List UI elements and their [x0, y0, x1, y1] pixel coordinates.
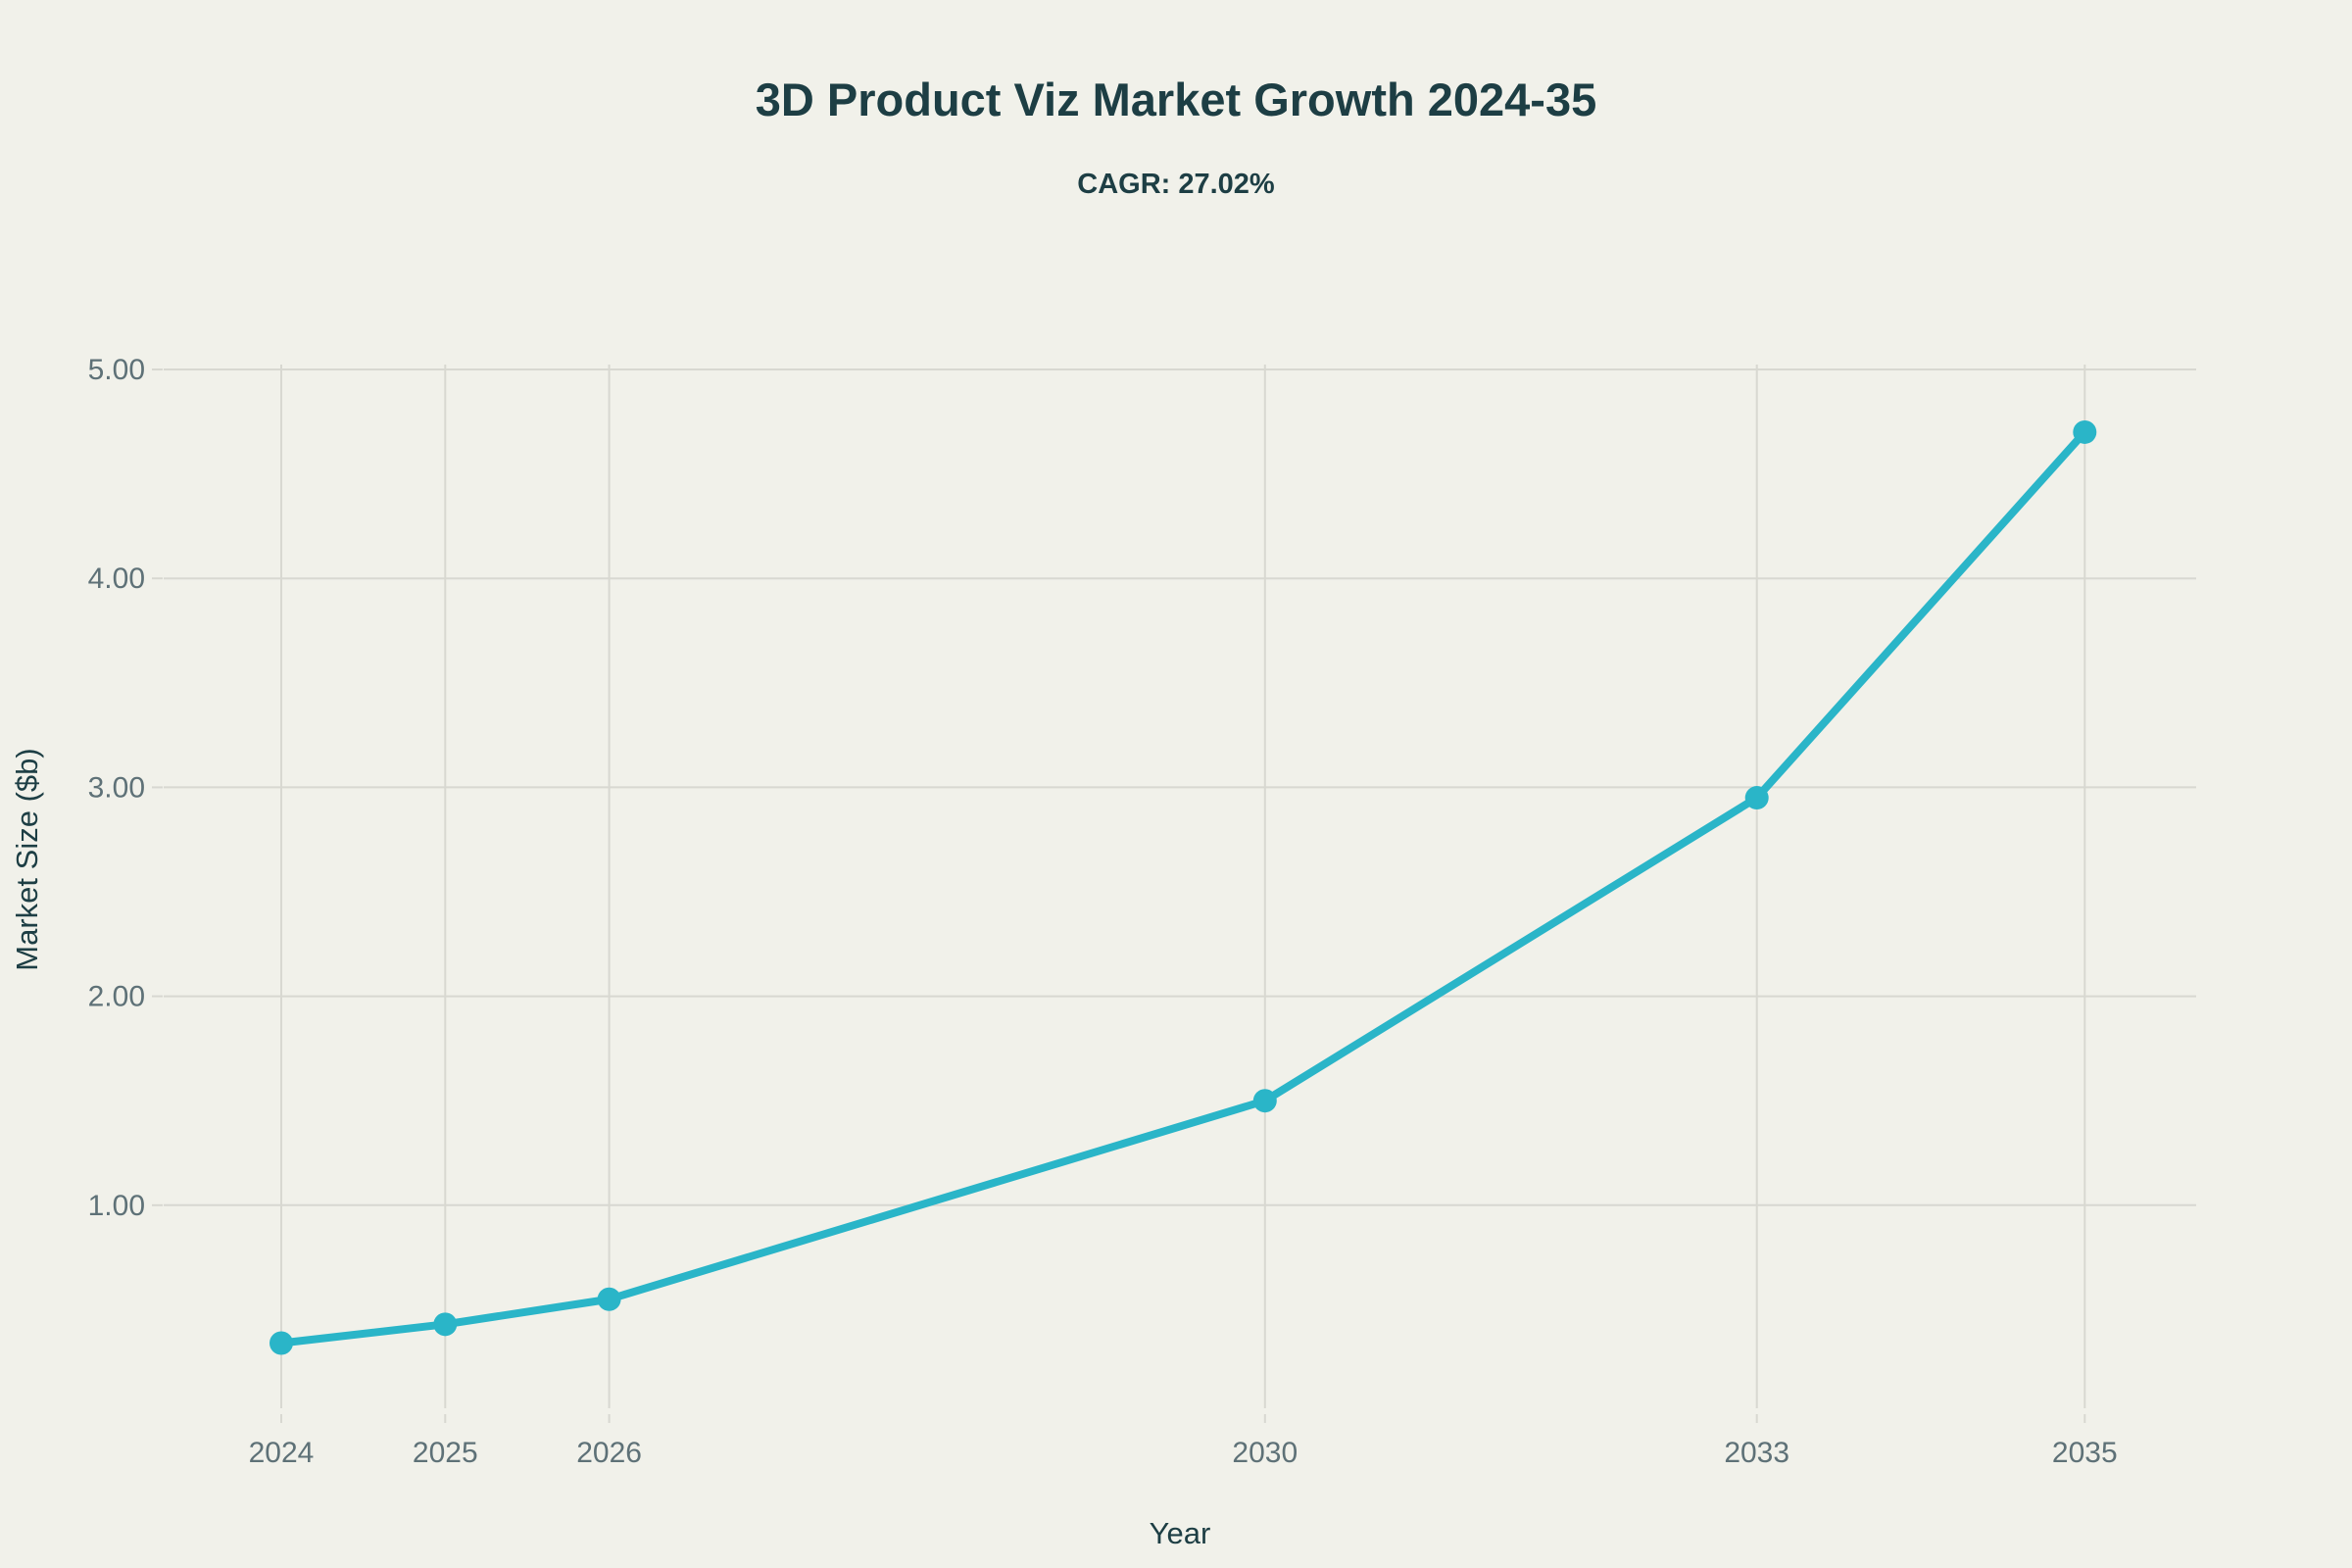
x-tick-label: 2033 [1724, 1437, 1789, 1469]
series-line [277, 427, 2089, 1348]
data-point [1252, 1089, 1277, 1113]
y-tick-label: 2.00 [88, 981, 145, 1013]
tick-label-layer: 1.00 2.00 3.00 4.00 5.00 2024 2025 2026 2030 2033… [88, 354, 2118, 1469]
x-axis-title: Year [1150, 1516, 1211, 1550]
x-tick-label: 2035 [2052, 1437, 2118, 1469]
y-tick-label: 1.00 [88, 1190, 145, 1222]
y-axis-title: Market Size ($b) [10, 748, 44, 970]
grid-layer [152, 365, 2196, 1423]
y-tick-label: 4.00 [88, 563, 145, 595]
data-point [2073, 419, 2097, 444]
y-tick-label: 5.00 [88, 354, 145, 386]
data-point [597, 1287, 621, 1311]
x-tick-label: 2026 [576, 1437, 642, 1469]
y-tick-label: 3.00 [88, 771, 145, 804]
chart-subtitle: CAGR: 27.02% [1077, 169, 1275, 200]
x-tick-label: 2030 [1232, 1437, 1298, 1469]
data-point [270, 1331, 293, 1355]
series-layer [270, 419, 2097, 1355]
x-tick-label: 2025 [413, 1437, 478, 1469]
data-point [433, 1312, 458, 1337]
chart-title: 3D Product Viz Market Growth 2024-35 [755, 74, 1597, 125]
data-point [1744, 786, 1769, 810]
x-tick-label: 2024 [249, 1437, 315, 1469]
